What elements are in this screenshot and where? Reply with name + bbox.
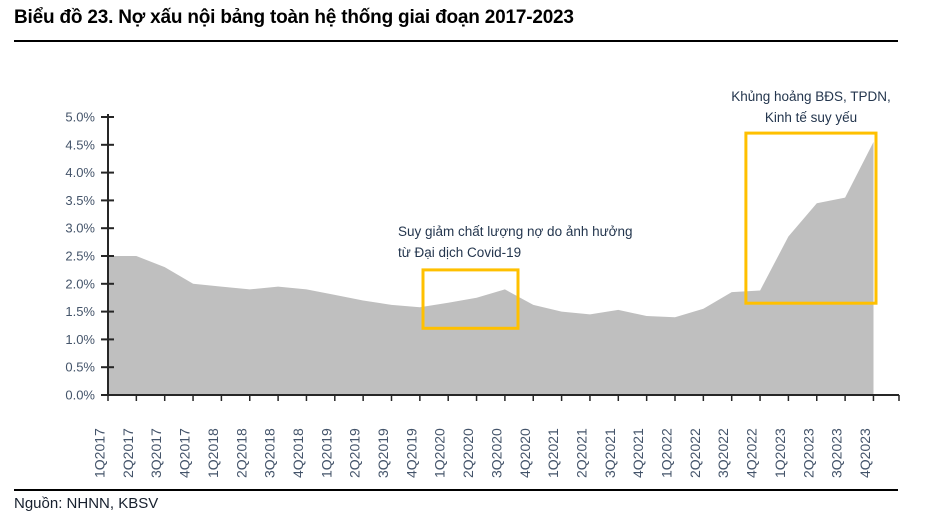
y-axis-label: 2.5% bbox=[65, 249, 95, 264]
y-axis-label: 2.0% bbox=[65, 276, 95, 291]
y-axis-label: 1.5% bbox=[65, 304, 95, 319]
y-axis-label: 3.0% bbox=[65, 221, 95, 236]
y-axis-label: 4.0% bbox=[65, 165, 95, 180]
x-axis-label: 2Q2021 bbox=[574, 428, 590, 478]
x-axis-label: 3Q2021 bbox=[602, 428, 618, 478]
x-axis-label: 1Q2018 bbox=[205, 428, 221, 478]
annotation-covid-line2: từ Đại dịch Covid-19 bbox=[398, 245, 522, 260]
x-axis-label: 4Q2022 bbox=[744, 428, 760, 478]
x-axis-label: 1Q2022 bbox=[659, 428, 675, 478]
y-axis-label: 3.5% bbox=[65, 193, 95, 208]
x-axis-label: 2Q2017 bbox=[120, 428, 136, 478]
x-axis-label: 3Q2022 bbox=[715, 428, 731, 478]
title-divider bbox=[14, 40, 898, 42]
x-axis-label: 4Q2019 bbox=[403, 428, 419, 478]
x-axis-label: 2Q2020 bbox=[460, 428, 476, 478]
y-axis-label: 0.5% bbox=[65, 360, 95, 375]
x-axis-label: 4Q2020 bbox=[517, 428, 533, 478]
x-axis-label: 3Q2018 bbox=[262, 428, 278, 478]
x-axis-label: 1Q2021 bbox=[545, 428, 561, 478]
annotation-covid: Suy giảm chất lượng nợ do ảnh hưởng từ Đ… bbox=[398, 221, 633, 263]
x-axis-label: 4Q2018 bbox=[290, 428, 306, 478]
chart-title: Biểu đồ 23. Nợ xấu nội bảng toàn hệ thốn… bbox=[14, 7, 574, 28]
x-axis-label: 1Q2017 bbox=[92, 428, 108, 478]
annotation-crisis-line1: Khủng hoảng BĐS, TPDN, bbox=[731, 89, 891, 104]
footer-divider bbox=[14, 489, 898, 491]
annotation-crisis: Khủng hoảng BĐS, TPDN, Kinh tế suy yếu bbox=[701, 86, 921, 128]
x-axis-label: 1Q2019 bbox=[318, 428, 334, 478]
covid-box bbox=[421, 268, 520, 330]
x-axis-label: 1Q2020 bbox=[432, 428, 448, 478]
x-axis-label: 3Q2023 bbox=[829, 428, 845, 478]
x-axis-label: 4Q2021 bbox=[630, 428, 646, 478]
x-axis-label: 3Q2020 bbox=[488, 428, 504, 478]
source-text: Nguồn: NHNN, KBSV bbox=[14, 495, 159, 512]
x-axis-label: 3Q2019 bbox=[375, 428, 391, 478]
y-axis-label: 5.0% bbox=[65, 110, 95, 125]
x-axis-label: 3Q2017 bbox=[148, 428, 164, 478]
x-axis-label: 2Q2019 bbox=[347, 428, 363, 478]
y-axis-label: 1.0% bbox=[65, 332, 95, 347]
crisis-box bbox=[744, 131, 878, 305]
x-axis-label: 2Q2018 bbox=[233, 428, 249, 478]
x-axis-label: 1Q2023 bbox=[772, 428, 788, 478]
x-axis-label: 4Q2023 bbox=[857, 428, 873, 478]
x-axis-label: 4Q2017 bbox=[177, 428, 193, 478]
x-axis-label: 2Q2022 bbox=[687, 428, 703, 478]
x-axis-label: 2Q2023 bbox=[800, 428, 816, 478]
npl-area-series bbox=[108, 142, 874, 395]
y-axis-label: 0.0% bbox=[65, 388, 95, 403]
annotation-covid-line1: Suy giảm chất lượng nợ do ảnh hưởng bbox=[398, 224, 633, 239]
y-axis-label: 4.5% bbox=[65, 137, 95, 152]
annotation-crisis-line2: Kinh tế suy yếu bbox=[764, 110, 858, 125]
